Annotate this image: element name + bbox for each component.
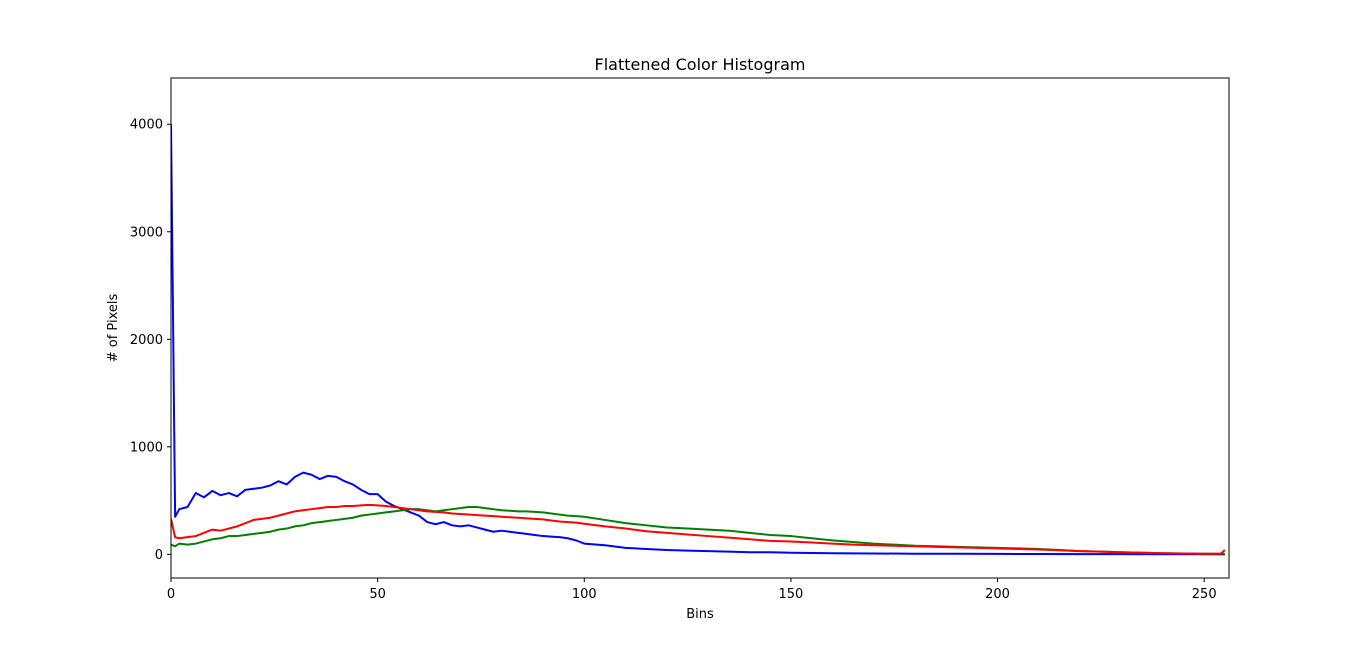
y-axis: 0 1000 2000 3000 4000 bbox=[130, 118, 171, 563]
x-axis-label: Bins bbox=[686, 607, 714, 622]
y-tick-label: 3000 bbox=[130, 225, 163, 240]
plot-frame bbox=[170, 77, 1230, 579]
x-tick-label: 0 bbox=[167, 587, 175, 602]
y-tick-label: 2000 bbox=[130, 333, 163, 348]
x-tick-label: 100 bbox=[572, 587, 597, 602]
y-tick-label: 1000 bbox=[130, 440, 163, 455]
x-tick-label: 250 bbox=[1192, 587, 1217, 602]
y-tick-label: 0 bbox=[155, 548, 163, 563]
series-line-1 bbox=[171, 506, 1225, 555]
x-axis: 0 50 100 150 200 250 bbox=[167, 578, 1217, 602]
y-axis-label: # of Pixels bbox=[106, 294, 121, 363]
series-line-0 bbox=[171, 124, 1225, 556]
x-tick-label: 150 bbox=[779, 587, 804, 602]
x-tick-label: 50 bbox=[369, 587, 386, 602]
series-layer bbox=[171, 124, 1226, 556]
chart-title: Flattened Color Histogram bbox=[595, 55, 806, 74]
y-tick-label: 4000 bbox=[130, 118, 163, 133]
series-line-2 bbox=[171, 503, 1226, 555]
x-tick-label: 200 bbox=[985, 587, 1010, 602]
